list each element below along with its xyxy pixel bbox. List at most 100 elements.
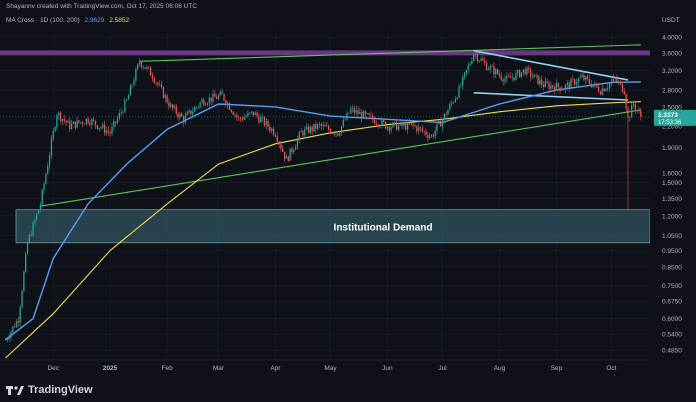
candle-body xyxy=(491,66,493,67)
candle-body xyxy=(476,54,479,61)
candle-body xyxy=(294,146,297,150)
candle-body xyxy=(144,67,146,69)
last-price-value: 2.3373 xyxy=(658,112,678,119)
candle-body xyxy=(151,75,154,79)
candle-body xyxy=(599,91,602,95)
time-tick-label: 2025 xyxy=(103,365,118,372)
candle-body xyxy=(370,115,372,116)
candle-body xyxy=(601,88,603,95)
bar-countdown: 17:53:36 xyxy=(658,120,682,126)
price-axis-bg xyxy=(650,0,696,380)
candle-body xyxy=(118,112,120,119)
candle-body xyxy=(76,120,78,128)
candle-body xyxy=(434,130,436,137)
axis-layer: USDT 4.0000 3.6000 3.2000 2.8000 2.5000 2.2000… xyxy=(0,0,696,380)
candle-body xyxy=(197,106,199,108)
candle-body xyxy=(507,76,510,77)
tradingview-logo[interactable]: TradingView xyxy=(6,384,93,396)
candle-body xyxy=(61,119,64,122)
candle-body xyxy=(623,91,625,95)
candle-body xyxy=(104,124,106,133)
candle-body xyxy=(205,104,207,106)
time-tick-label: Apr xyxy=(270,365,281,372)
candle-body xyxy=(126,99,128,101)
candle-body xyxy=(583,75,585,80)
price-tick-label: 4.0000 xyxy=(662,35,682,42)
candle-body xyxy=(359,111,361,114)
candle-body xyxy=(39,204,42,210)
candle-body xyxy=(438,120,440,125)
candle-body xyxy=(575,82,578,85)
candle-body xyxy=(423,131,425,132)
candle-body xyxy=(98,127,100,129)
candle-body xyxy=(188,110,190,113)
candle-body xyxy=(337,133,339,136)
candle-body xyxy=(17,321,20,323)
candle-body xyxy=(630,105,633,118)
candle-body xyxy=(276,136,278,142)
candle-body xyxy=(15,321,18,328)
candle-body xyxy=(56,115,58,128)
price-axis-currency: USDT xyxy=(662,17,680,24)
candle-body xyxy=(592,85,594,88)
candle-body xyxy=(159,84,161,85)
candle-body xyxy=(190,110,192,115)
candle-body xyxy=(515,72,517,80)
candle-body xyxy=(216,96,218,99)
candle-body xyxy=(353,108,356,113)
candle-body xyxy=(524,69,526,75)
candle-body xyxy=(28,234,31,243)
price-tick-label: 1.0500 xyxy=(662,233,682,240)
candle-body xyxy=(14,326,16,328)
candle-body xyxy=(83,123,86,125)
candle-body xyxy=(122,112,124,113)
candle-body xyxy=(177,113,179,118)
candle-body xyxy=(298,132,300,139)
candle-body xyxy=(217,95,220,99)
candle-body xyxy=(570,79,572,89)
candle-body xyxy=(133,80,135,86)
candle-body xyxy=(328,126,330,130)
candle-body xyxy=(239,117,242,119)
candle-body xyxy=(351,108,354,109)
candle-body xyxy=(568,82,570,89)
ma-slow-value: 2.5852 xyxy=(109,17,130,24)
candle-body xyxy=(278,141,280,145)
candle-body xyxy=(557,82,559,88)
candle-body xyxy=(289,148,291,161)
candle-body xyxy=(113,121,115,127)
candle-body xyxy=(138,62,141,65)
candle-body xyxy=(590,83,592,88)
candle-body xyxy=(456,97,458,99)
candle-body xyxy=(416,126,418,132)
candle-body xyxy=(291,148,293,153)
candle-body xyxy=(80,122,82,123)
candle-body xyxy=(375,123,378,125)
price-tick-label: 1.9000 xyxy=(662,145,682,152)
candle-body xyxy=(612,78,614,82)
candle-body xyxy=(94,120,97,126)
candle-body xyxy=(362,111,365,119)
candle-body xyxy=(594,83,596,86)
candle-body xyxy=(511,77,513,78)
candle-body xyxy=(480,58,482,61)
candle-body xyxy=(261,117,264,118)
candle-body xyxy=(102,124,104,128)
candle-body xyxy=(355,110,357,113)
candle-body xyxy=(467,65,469,70)
candle-body xyxy=(243,117,245,120)
candle-body xyxy=(526,67,528,75)
candle-body xyxy=(199,102,201,107)
candle-body xyxy=(621,83,624,92)
candle-body xyxy=(179,113,181,118)
candle-body xyxy=(93,119,95,121)
candle-body xyxy=(12,326,14,332)
candle-body xyxy=(274,134,277,137)
candle-body xyxy=(149,67,152,76)
demand-zone xyxy=(15,209,651,244)
price-tick-label: 1.3500 xyxy=(662,196,682,203)
candle-body xyxy=(37,209,40,214)
candle-body xyxy=(127,95,130,100)
candle-body xyxy=(588,78,591,84)
